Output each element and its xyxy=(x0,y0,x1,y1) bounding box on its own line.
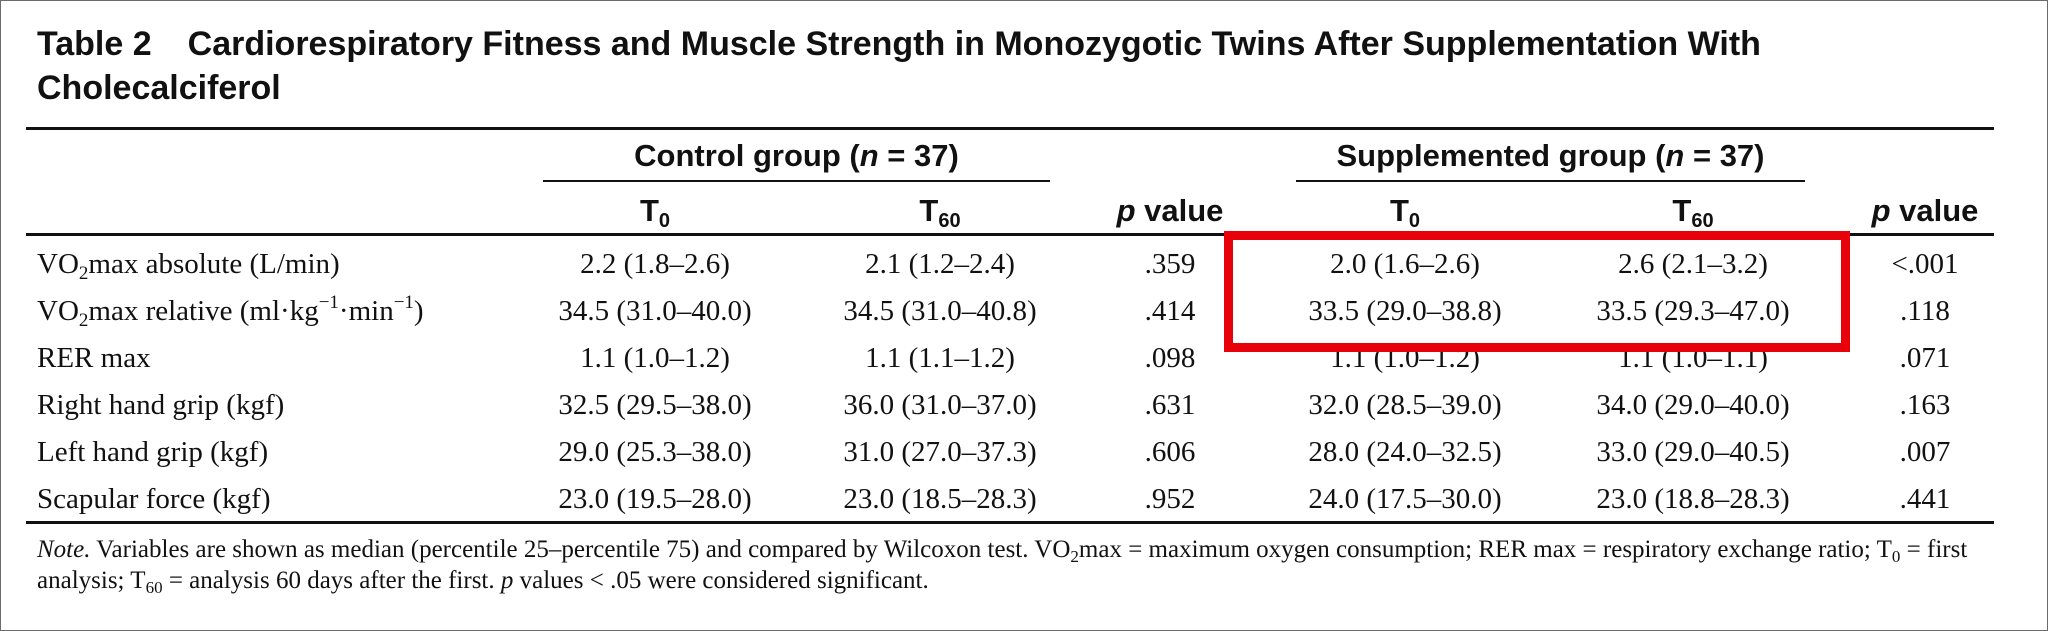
supplemented-t60-value: 23.0 (18.8–28.3) xyxy=(1596,483,1790,515)
supplemented-group-header: Supplemented group (n = 37) xyxy=(1336,138,1765,173)
control-t0-value: 32.5 (29.5–38.0) xyxy=(558,389,752,421)
control-p-value: .952 xyxy=(1144,483,1196,515)
control-t0-header: T0 xyxy=(639,193,671,232)
supplemented-t0-value: 33.5 (29.0–38.8) xyxy=(1308,295,1502,327)
supplemented-t0-value: 24.0 (17.5–30.0) xyxy=(1308,483,1502,515)
control-p-value-header: p value xyxy=(1116,193,1224,228)
row-label: VO2max relative (ml·kg−1·min−1) xyxy=(37,292,424,331)
control-t60-value: 31.0 (27.0–37.3) xyxy=(843,436,1037,468)
row-label: Scapular force (kgf) xyxy=(37,483,271,515)
control-p-value: .098 xyxy=(1144,342,1196,374)
supplemented-t0-value: 2.0 (1.6–2.6) xyxy=(1330,248,1480,280)
control-group-header: Control group (n = 37) xyxy=(634,138,959,173)
supplemented-p-value-header: p value xyxy=(1871,193,1979,228)
control-t0-value: 23.0 (19.5–28.0) xyxy=(558,483,752,515)
supplemented-t60-value: 33.5 (29.3–47.0) xyxy=(1596,295,1790,327)
control-p-value: .606 xyxy=(1144,436,1196,468)
supplemented-t60-header: T60 xyxy=(1672,193,1714,232)
control-t0-value: 1.1 (1.0–1.2) xyxy=(580,342,730,374)
row-label: Left hand grip (kgf) xyxy=(37,436,269,468)
row-label: Right hand grip (kgf) xyxy=(37,389,285,421)
supplemented-p-value: .163 xyxy=(1899,389,1951,421)
control-p-value: .631 xyxy=(1144,389,1196,421)
control-t0-value: 29.0 (25.3–38.0) xyxy=(558,436,752,468)
supplemented-t60-value: 2.6 (2.1–3.2) xyxy=(1618,248,1768,280)
note-label: Note. xyxy=(37,536,91,563)
bottom-rule xyxy=(26,521,1994,524)
table-number: Table 2 xyxy=(37,25,152,63)
supplemented-p-value: .441 xyxy=(1899,483,1951,515)
control-t60-header: T60 xyxy=(919,193,961,232)
row-label: VO2max absolute (L/min) xyxy=(37,248,340,284)
control-p-value: .414 xyxy=(1144,295,1196,327)
supplemented-t60-value: 34.0 (29.0–40.0) xyxy=(1596,389,1790,421)
control-t0-value: 2.2 (1.8–2.6) xyxy=(580,248,730,280)
supplemented-t0-header: T0 xyxy=(1389,193,1421,232)
table-title-text: Cardiorespiratory Fitness and Muscle Str… xyxy=(37,25,1761,107)
supplemented-t60-value: 33.0 (29.0–40.5) xyxy=(1596,436,1790,468)
top-rule xyxy=(26,127,1994,130)
control-t60-value: 34.5 (31.0–40.8) xyxy=(843,295,1037,327)
control-t60-value: 23.0 (18.5–28.3) xyxy=(843,483,1037,515)
header-rule xyxy=(26,233,1994,236)
supplemented-t0-value: 28.0 (24.0–32.5) xyxy=(1308,436,1502,468)
supplemented-p-value: .071 xyxy=(1899,342,1951,374)
control-group-underline xyxy=(543,180,1050,182)
supplemented-p-value: <.001 xyxy=(1891,248,1959,280)
control-t0-value: 34.5 (31.0–40.0) xyxy=(558,295,752,327)
control-t60-value: 36.0 (31.0–37.0) xyxy=(843,389,1037,421)
row-label: RER max xyxy=(37,342,151,374)
table-footnote: Note. Variables are shown as median (per… xyxy=(37,536,1968,597)
supplemented-p-value: .007 xyxy=(1899,436,1951,468)
table-title: Table 2 Cardiorespiratory Fitness and Mus… xyxy=(37,22,1997,110)
control-t60-value: 1.1 (1.1–1.2) xyxy=(865,342,1015,374)
supplemented-p-value: .118 xyxy=(1900,295,1950,327)
supplemented-t0-value: 32.0 (28.5–39.0) xyxy=(1308,389,1502,421)
highlight-box xyxy=(1224,231,1850,352)
control-p-value: .359 xyxy=(1144,248,1196,280)
supplemented-group-underline xyxy=(1296,180,1805,182)
control-t60-value: 2.1 (1.2–2.4) xyxy=(865,248,1015,280)
